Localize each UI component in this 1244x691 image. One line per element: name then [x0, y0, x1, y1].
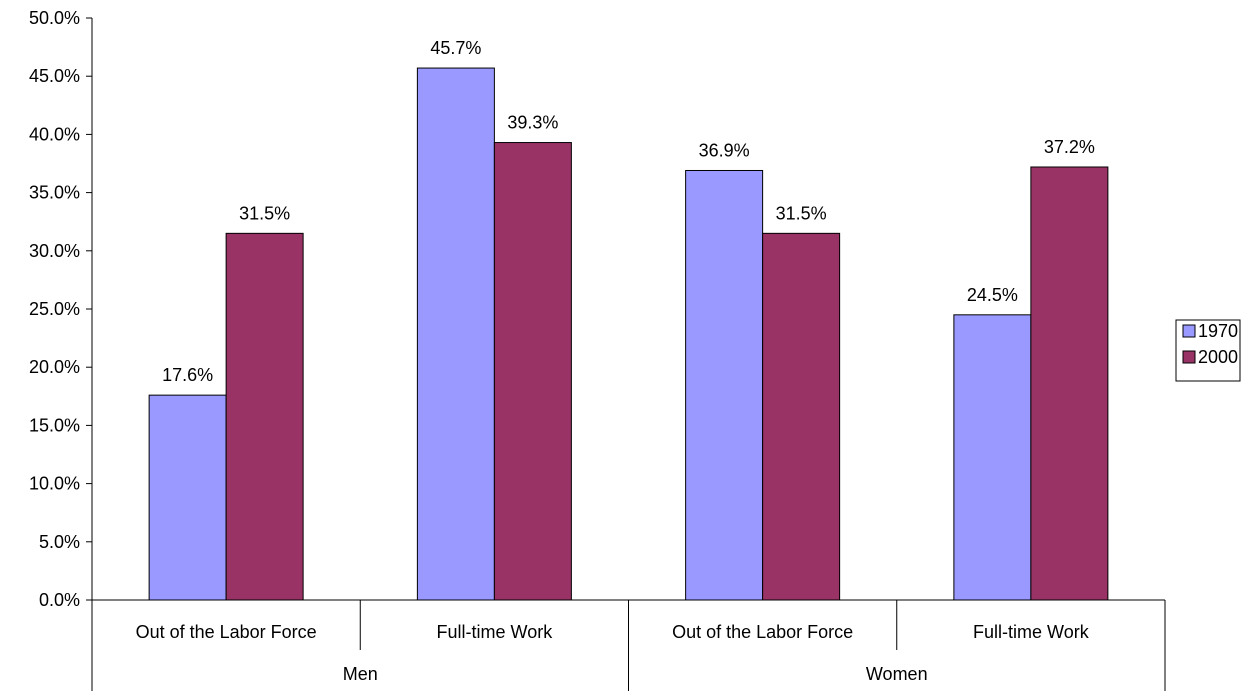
data-labels: 17.6% 31.5% 45.7% 39.3% 36.9% 31.5% 24.5% 37.2% — [162, 38, 1095, 385]
data-label: 36.9% — [699, 140, 750, 160]
category-label: Full-time Work — [437, 622, 554, 642]
y-tick-label: 10.0% — [29, 474, 80, 494]
data-label: 45.7% — [430, 38, 481, 58]
y-tick-label: 30.0% — [29, 241, 80, 261]
legend-label: 2000 — [1198, 347, 1238, 367]
bar-2000 — [493, 142, 572, 601]
legend: 1970 2000 — [1175, 319, 1241, 382]
data-label: 37.2% — [1044, 137, 1095, 157]
y-tick-label: 25.0% — [29, 299, 80, 319]
y-tick-label: 45.0% — [29, 66, 80, 86]
y-tick-label: 5.0% — [39, 532, 80, 552]
data-label: 31.5% — [239, 203, 290, 223]
legend-swatch — [1182, 324, 1196, 338]
bar-1970 — [685, 169, 764, 601]
y-tick-label: 35.0% — [29, 183, 80, 203]
group-label: Men — [343, 664, 378, 684]
legend-swatch — [1182, 350, 1196, 364]
group-label: Women — [866, 664, 928, 684]
y-tick-label: 50.0% — [29, 8, 80, 28]
y-tick-label: 20.0% — [29, 357, 80, 377]
data-label: 39.3% — [507, 113, 558, 133]
legend-label: 1970 — [1198, 321, 1238, 341]
bar-2000 — [225, 232, 304, 601]
y-tick-label: 0.0% — [39, 590, 80, 610]
bars — [148, 67, 1109, 601]
y-tick-label: 15.0% — [29, 415, 80, 435]
category-label: Out of the Labor Force — [136, 622, 317, 642]
data-label: 31.5% — [776, 203, 827, 223]
bar-1970 — [148, 394, 227, 601]
category-label: Out of the Labor Force — [672, 622, 853, 642]
x-axis: Out of the Labor Force Full-time Work Out … — [91, 599, 1166, 691]
category-label: Full-time Work — [973, 622, 1090, 642]
bar-1970 — [416, 67, 495, 601]
y-tick-label: 40.0% — [29, 124, 80, 144]
bar-2000 — [762, 232, 841, 601]
bar-1970 — [953, 314, 1032, 601]
data-label: 17.6% — [162, 365, 213, 385]
y-axis: 0.0% 5.0% 10.0% 15.0% 20.0% 25.0% 30.0% 35.0% 40… — [29, 8, 93, 610]
data-label: 24.5% — [967, 285, 1018, 305]
bar-2000 — [1030, 166, 1109, 601]
